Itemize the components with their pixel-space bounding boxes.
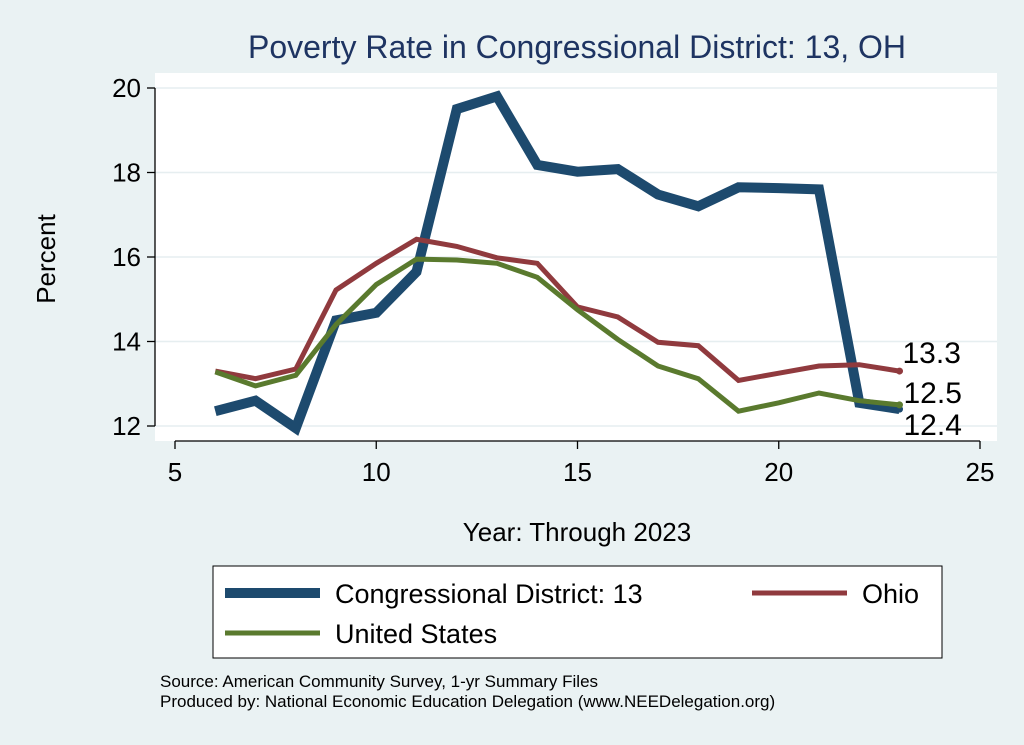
x-tick-label-2: 15 [563, 457, 592, 487]
series-line-0 [214, 90, 901, 436]
y-tick-label-1: 14 [112, 327, 141, 357]
x-tick-label-4: 25 [966, 457, 995, 487]
x-tick-label-0: 5 [168, 457, 182, 487]
legend-label-1: Ohio [862, 579, 919, 609]
end-label-1: 13.3 [903, 337, 961, 370]
legend: Congressional District: 13 Ohio United Sta… [225, 579, 919, 649]
end-label-0: 12.4 [904, 409, 962, 442]
legend-label-2: United States [335, 619, 497, 649]
x-axis-label: Year: Through 2023 [463, 517, 691, 547]
y-tick-label-4: 20 [112, 73, 141, 103]
series-line-1 [214, 236, 900, 384]
x-tick-label-1: 10 [362, 457, 391, 487]
source-note: Source: American Community Survey, 1-yr … [160, 672, 599, 691]
y-axis-label: Percent [31, 213, 61, 303]
end-label-2: 12.5 [904, 377, 962, 410]
y-tick-label-3: 18 [112, 158, 141, 188]
axes: 12 14 16 18 20 5 10 15 20 25 [112, 73, 994, 487]
x-tick-label-3: 20 [764, 457, 793, 487]
chart-title: Poverty Rate in Congressional District: … [248, 29, 906, 65]
end-labels: 12.4 13.3 12.5 [903, 337, 962, 442]
series-line-2 [214, 256, 900, 414]
y-tick-label-0: 12 [112, 411, 141, 441]
series-end-point-1 [896, 367, 903, 375]
producer-note: Produced by: National Economic Education… [160, 692, 776, 711]
y-tick-label-2: 16 [112, 242, 141, 272]
series-lines [214, 90, 903, 436]
series-end-point-2 [896, 401, 903, 409]
legend-label-0: Congressional District: 13 [335, 579, 643, 609]
legend-box [212, 565, 943, 659]
